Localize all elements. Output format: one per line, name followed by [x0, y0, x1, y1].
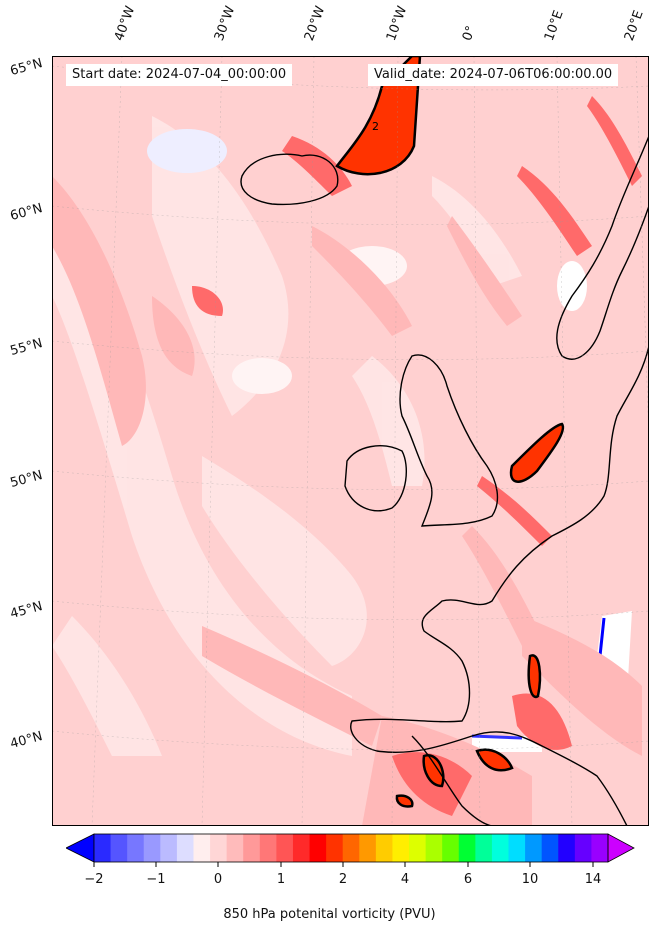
colorbar-segment — [309, 834, 327, 862]
colorbar-frame — [93, 833, 609, 863]
valid-date-label: Valid_date: 2024-07-06T06:00:00.00 — [368, 64, 619, 86]
start-date-label: Start date: 2024-07-04_00:00:00 — [66, 64, 293, 86]
contour-label-2: 2 — [372, 120, 379, 133]
iceland-coast — [240, 153, 339, 206]
colorbar-tick-label: 10 — [521, 872, 539, 887]
colorbar-segment — [574, 834, 592, 862]
colorbar-tick-label: −2 — [84, 872, 104, 887]
lat-label-40n: 40°N — [8, 729, 45, 752]
lat-label-50n: 50°N — [8, 468, 45, 491]
mediterranean-coast — [411, 735, 493, 826]
colorbar-segment — [409, 834, 427, 862]
lon-label-0: 0° — [459, 23, 480, 43]
europe-coast — [350, 345, 649, 826]
lat-label-45n: 45°N — [8, 599, 45, 622]
colorbar-segment — [243, 834, 261, 862]
colorbar-segment — [193, 834, 211, 862]
colorbar-segment — [127, 834, 145, 862]
lon-label-20e: 20°E — [621, 8, 647, 44]
colorbar-segment — [475, 834, 493, 862]
colorbar-segment — [491, 834, 510, 862]
scandinavia-coast — [556, 135, 649, 360]
colorbar-segment — [210, 834, 228, 862]
lon-label-30w: 30°W — [211, 4, 239, 43]
colorbar-segment — [226, 834, 244, 862]
lon-label-20w: 20°W — [301, 4, 329, 43]
colorbar-segment — [160, 834, 178, 862]
colorbar-extend-max — [607, 833, 635, 863]
colorbar-segment — [392, 834, 410, 862]
colorbar-tick-label: 0 — [213, 872, 223, 887]
pv-strong-field — [192, 96, 642, 816]
colorbar-segment — [541, 834, 559, 862]
colorbar-segment — [375, 834, 393, 862]
colorbar-segment — [143, 834, 161, 862]
lat-label-60n: 60°N — [8, 201, 45, 224]
colorbar-tick-label: 6 — [463, 872, 473, 887]
colorbar-tick-label: 1 — [276, 872, 286, 887]
colorbar-segment — [342, 834, 360, 862]
ireland-coast — [344, 445, 407, 512]
colorbar-segment — [176, 834, 194, 862]
colorbar-segment — [326, 834, 344, 862]
lat-label-65n: 65°N — [8, 56, 45, 79]
colorbar-tick-label: 2 — [338, 872, 348, 887]
colorbar-segment — [558, 834, 576, 862]
colorbar-tick-label: 4 — [400, 872, 410, 887]
colorbar-tick-label: 14 — [584, 872, 602, 887]
map-frame — [52, 56, 649, 826]
colorbar-segment — [292, 834, 311, 862]
colorbar-segment — [458, 834, 476, 862]
graticule — [52, 56, 649, 826]
colorbar-tick-label: −1 — [146, 872, 166, 887]
lat-label-55n: 55°N — [8, 336, 45, 359]
colorbar-segment — [508, 834, 526, 862]
pv-medium-field — [52, 176, 642, 826]
colorbar-segment — [94, 834, 112, 862]
colorbar-segment — [442, 834, 460, 862]
lon-label-10e: 10°E — [541, 8, 567, 44]
colorbar — [66, 833, 635, 867]
colorbar-segment — [359, 834, 377, 862]
colorbar-segment — [525, 834, 543, 862]
colorbar-segment — [276, 834, 294, 862]
colorbar-label: 850 hPa potenital vorticity (PVU) — [223, 907, 436, 922]
lon-label-40w: 40°W — [111, 4, 139, 43]
colorbar-segment — [259, 834, 277, 862]
colorbar-extend-min — [66, 833, 95, 863]
colorbar-segment — [110, 834, 128, 862]
pv-map: 2 — [52, 56, 649, 826]
colorbar-segment — [425, 834, 443, 862]
lon-label-10w: 10°W — [383, 4, 411, 43]
colorbar-segment — [591, 834, 609, 862]
coastlines — [240, 135, 649, 826]
britain-coast — [399, 354, 499, 527]
